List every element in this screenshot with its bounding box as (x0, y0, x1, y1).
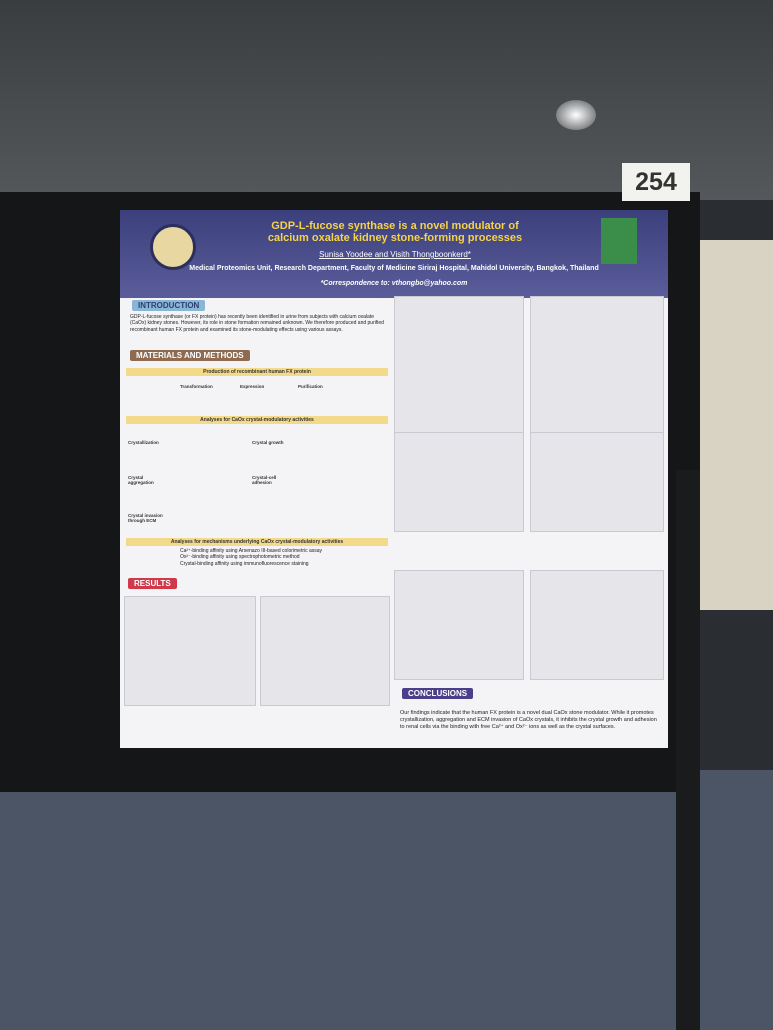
figure (530, 432, 664, 532)
intro-heading: INTRODUCTION (132, 300, 206, 311)
figure (530, 570, 664, 680)
step: Transformation (180, 384, 213, 389)
assay: Crystal aggregation (128, 475, 154, 485)
assay: Crystal invasion through ECM (128, 513, 163, 523)
intro-text: GDP-L-fucose synthase (or FX protein) ha… (130, 314, 384, 333)
figure (260, 596, 390, 706)
header: GDP-L-fucose synthase is a novel modulat… (120, 210, 668, 298)
subheading: Production of recombinant human FX prote… (126, 368, 388, 376)
subheading: Analyses for mechanisms underlying CaOx … (126, 538, 388, 546)
title-line: GDP-L-fucose synthase is a novel modulat… (271, 220, 519, 232)
light (556, 100, 596, 130)
assay: Crystal growth (252, 440, 284, 445)
bullet: Ox²⁻-binding affinity using spectrophoto… (180, 554, 300, 561)
assay: Crystallization (128, 440, 159, 445)
subheading: Analyses for CaOx crystal-modulatory act… (126, 416, 388, 424)
figure (394, 432, 524, 532)
bullets: Ca²⁺-binding affinity using Arsenazo III… (180, 548, 380, 567)
correspondence: *Correspondence to: vthongbo@yahoo.com (320, 280, 468, 287)
logo (601, 218, 637, 264)
results-heading: RESULTS (128, 578, 177, 589)
conclusions-heading: CONCLUSIONS (402, 688, 474, 699)
floor (0, 770, 773, 1030)
affiliation: Medical Proteomics Unit, Research Depart… (189, 265, 599, 272)
authors: Sunisa Yoodee and Visith Thongboonkerd* (319, 250, 471, 259)
logo (150, 224, 196, 270)
step: Purification (298, 384, 323, 389)
conclusions-text: Our findings indicate that the human FX … (400, 710, 657, 730)
wall (690, 240, 773, 610)
step: Expression (240, 384, 265, 389)
methods-heading: MATERIALS AND METHODS (130, 350, 250, 361)
figure (124, 596, 256, 706)
bullet: Ca²⁺-binding affinity using Arsenazo III… (180, 548, 323, 554)
figure (394, 570, 524, 680)
title: GDP-L-fucose synthase is a novel modulat… (210, 220, 580, 244)
bullet: Crystal-binding affinity using immunoflu… (180, 560, 309, 567)
board-post (676, 470, 700, 1030)
number-card: 254 (622, 163, 690, 201)
title-line: calcium oxalate kidney stone-forming pro… (267, 232, 523, 244)
assay: Crystal-cell adhesion (252, 475, 277, 485)
poster: GDP-L-fucose synthase is a novel modulat… (120, 210, 668, 748)
